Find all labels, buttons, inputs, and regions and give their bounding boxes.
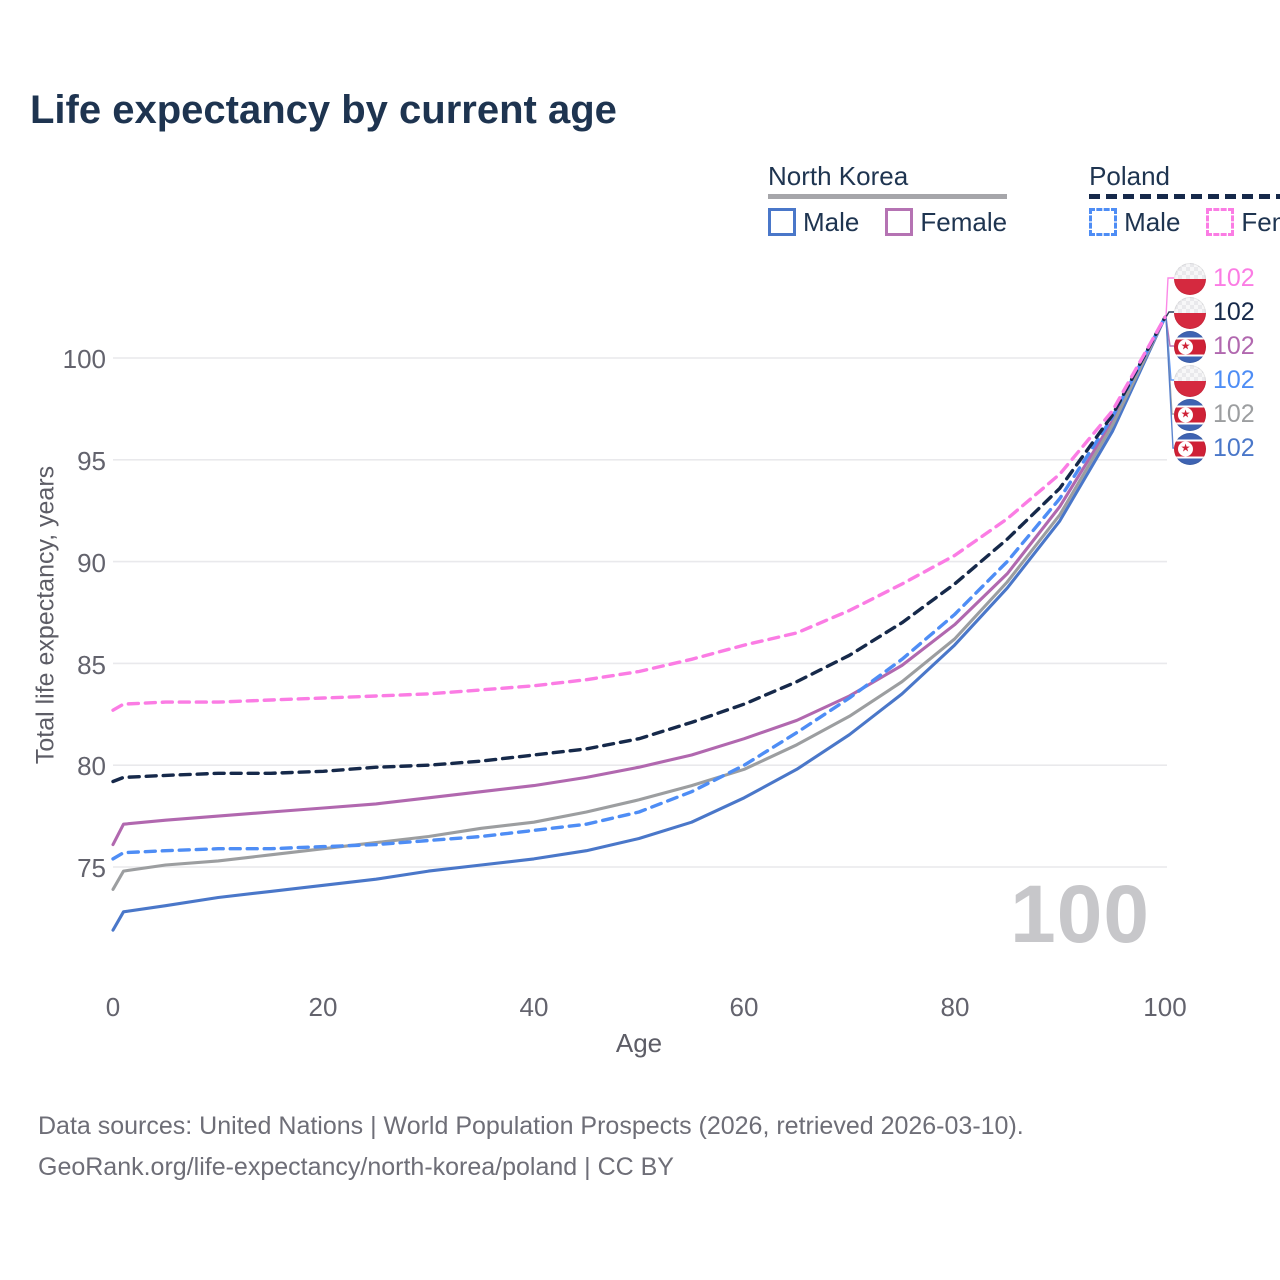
legend-country-poland[interactable]: Poland <box>1089 162 1280 199</box>
legend-country-north-korea[interactable]: North Korea <box>768 161 1008 199</box>
legend-country-label: Poland <box>1089 161 1171 191</box>
age-counter: 100 <box>1010 869 1150 960</box>
end-label-north-korea-male: 102 <box>1174 432 1255 465</box>
north-korea-flag-icon <box>1174 398 1206 431</box>
y-tick-90: 90 <box>77 548 106 578</box>
end-value: 102 <box>1213 434 1255 462</box>
x-tick-80: 80 <box>940 992 970 1022</box>
end-label-poland-female: 102 <box>1174 262 1255 295</box>
license-line: GeoRank.org/life-expectancy/north-korea/… <box>38 1152 674 1181</box>
male-dashed-swatch-icon <box>1089 208 1118 237</box>
x-axis-title: Age <box>615 1028 663 1058</box>
data-sources-line: Data sources: United Nations | World Pop… <box>38 1112 1024 1140</box>
end-label-connector-poland <box>1165 311 1174 318</box>
x-tick-100: 100 <box>1143 992 1187 1022</box>
end-label-connector-poland-female <box>1165 277 1174 318</box>
series-line-poland-female[interactable] <box>111 315 1167 712</box>
male-solid-swatch-icon <box>768 208 796 237</box>
page-title: Life expectancy by current age <box>30 88 617 132</box>
legend-items-poland: Male Female <box>1089 207 1280 238</box>
end-value: 102 <box>1213 366 1255 394</box>
poland-flag-icon <box>1174 364 1206 397</box>
legend-item-poland-female[interactable]: Female <box>1206 207 1280 238</box>
legend-group-poland: Poland Male Female <box>1089 162 1280 238</box>
y-tick-75: 75 <box>77 853 106 883</box>
x-tick-60: 60 <box>729 992 759 1022</box>
x-tick-20: 20 <box>308 992 338 1022</box>
north-korea-flag-icon <box>1174 432 1206 465</box>
end-label-poland-male: 102 <box>1174 364 1255 397</box>
legend-item-label: Male <box>803 206 860 237</box>
female-solid-swatch-icon <box>885 208 914 237</box>
legend-item-label: Female <box>920 206 1008 237</box>
y-tick-80: 80 <box>77 751 106 781</box>
poland-dashed-line-swatch <box>1089 193 1280 199</box>
poland-flag-icon <box>1174 296 1206 329</box>
end-value: 102 <box>1213 400 1255 428</box>
poland-flag-icon <box>1174 262 1206 295</box>
series-line-north-korea-female[interactable] <box>111 315 1167 847</box>
x-tick-40: 40 <box>519 992 549 1022</box>
y-tick-85: 85 <box>77 650 106 680</box>
end-label-poland: 102 <box>1174 296 1255 329</box>
end-value: 102 <box>1213 332 1255 360</box>
series-line-poland-male[interactable] <box>111 315 1167 861</box>
end-label-north-korea: 102 <box>1174 398 1255 431</box>
female-dashed-swatch-icon <box>1206 208 1235 237</box>
series-line-north-korea[interactable] <box>111 315 1167 891</box>
x-tick-0: 0 <box>105 992 121 1022</box>
legend-item-poland-male[interactable]: Male <box>1089 207 1180 238</box>
legend: North Korea Male Female Poland <box>768 161 1280 238</box>
y-axis-title: Total life expectancy, years <box>31 465 60 765</box>
legend-country-label: North Korea <box>768 161 909 191</box>
legend-group-north-korea: North Korea Male Female <box>768 161 1008 238</box>
legend-item-north-korea-male[interactable]: Male <box>768 207 859 238</box>
legend-items-north-korea: Male Female <box>768 207 1007 238</box>
line-chart-plot <box>111 277 1174 932</box>
end-label-connector-north-korea-male <box>1165 316 1174 449</box>
series-line-poland[interactable] <box>111 315 1167 784</box>
north-korea-flag-icon <box>1174 330 1206 363</box>
end-value: 102 <box>1213 298 1255 326</box>
y-tick-95: 95 <box>77 446 106 476</box>
end-label-north-korea-female: 102 <box>1174 330 1255 363</box>
north-korea-solid-line-swatch <box>768 193 1008 199</box>
y-tick-100: 100 <box>62 344 106 374</box>
end-value: 102 <box>1213 264 1255 292</box>
series-line-north-korea-male[interactable] <box>111 315 1167 932</box>
legend-item-label: Female <box>1241 206 1280 237</box>
legend-item-north-korea-female[interactable]: Female <box>885 207 1007 238</box>
source-attribution: Data sources: United Nations | World Pop… <box>38 1106 1024 1187</box>
legend-item-label: Male <box>1124 206 1181 237</box>
